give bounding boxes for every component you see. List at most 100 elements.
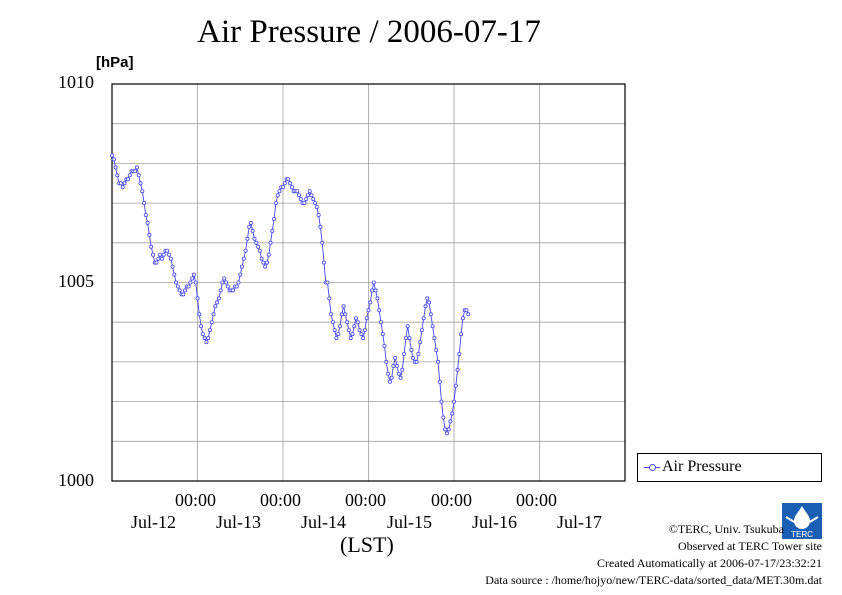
data-point [346, 328, 351, 333]
data-point [182, 288, 187, 293]
data-point [177, 288, 182, 293]
data-point [197, 312, 202, 317]
data-point [459, 332, 464, 337]
data-point [199, 324, 204, 329]
data-point [200, 332, 205, 337]
data-point [273, 201, 278, 206]
data-point [391, 363, 396, 368]
data-point [188, 280, 193, 285]
data-point [138, 181, 143, 186]
terc-logo-icon: TERC [782, 503, 822, 539]
data-point [216, 296, 221, 301]
data-point [204, 340, 209, 345]
data-point [345, 320, 350, 325]
data-point [386, 371, 391, 376]
data-point [336, 332, 341, 337]
data-point [378, 320, 383, 325]
data-point [140, 189, 145, 194]
data-point [446, 427, 451, 432]
data-point [410, 355, 415, 360]
x-tick-date: Jul-12 [131, 512, 176, 532]
logo-text: TERC [791, 530, 813, 539]
y-tick-label: 1000 [58, 470, 94, 490]
data-point [453, 383, 458, 388]
data-point [387, 379, 392, 384]
data-point [325, 280, 330, 285]
data-point [225, 284, 230, 289]
data-point [150, 252, 155, 257]
data-point [218, 288, 223, 293]
data-point [120, 185, 125, 190]
data-point [373, 288, 378, 293]
data-point [428, 312, 433, 317]
data-point [238, 272, 243, 277]
data-point [341, 304, 346, 309]
data-point [222, 276, 227, 281]
data-point [314, 205, 319, 210]
data-point [337, 324, 342, 329]
x-tick-date: Jul-14 [301, 512, 346, 532]
data-point [393, 355, 398, 360]
data-point [195, 296, 200, 301]
data-point [156, 256, 161, 261]
data-point [289, 185, 294, 190]
x-tick-date: Jul-15 [387, 512, 432, 532]
data-point [321, 260, 326, 265]
data-point [353, 316, 358, 321]
data-point [254, 240, 259, 245]
data-point [213, 304, 218, 309]
data-point [368, 300, 373, 305]
data-point [394, 363, 399, 368]
data-point [190, 276, 195, 281]
data-point [149, 244, 154, 249]
footer-observed: Observed at TERC Tower site [677, 539, 822, 553]
data-point [361, 336, 366, 341]
data-point [464, 308, 469, 313]
footer-source: Data source : /home/hojyo/new/TERC-data/… [485, 573, 822, 587]
data-point [145, 220, 150, 225]
data-point [316, 212, 321, 217]
data-point [202, 336, 207, 341]
data-point [111, 157, 116, 162]
data-point [305, 193, 310, 198]
data-point [248, 220, 253, 225]
data-point [275, 193, 280, 198]
data-point [409, 347, 414, 352]
data-point [405, 324, 410, 329]
data-point [370, 288, 375, 293]
data-point [403, 336, 408, 341]
x-tick-date: Jul-13 [216, 512, 261, 532]
data-point [348, 336, 353, 341]
data-point [215, 300, 220, 305]
legend-marker-swatch [649, 464, 656, 471]
data-point [377, 308, 382, 313]
footer-created: Created Automatically at 2006-07-17/23:3… [597, 556, 822, 570]
data-point [402, 351, 407, 356]
plot-frame [111, 83, 626, 482]
data-point [193, 280, 198, 285]
data-point [432, 336, 437, 341]
chart-title: Air Pressure / 2006-07-17 [197, 14, 541, 50]
data-point [364, 316, 369, 321]
data-point [302, 201, 307, 206]
data-point [350, 332, 355, 337]
data-point [421, 316, 426, 321]
data-point [443, 427, 448, 432]
data-point [134, 165, 139, 170]
data-point [223, 280, 228, 285]
data-point [143, 212, 148, 217]
data-point [234, 284, 239, 289]
data-point [270, 228, 275, 233]
x-tick-time: 00:00 [175, 490, 217, 510]
data-point [239, 264, 244, 269]
data-point [127, 173, 132, 178]
data-point [256, 244, 261, 249]
data-point [286, 177, 291, 182]
data-point [382, 343, 387, 348]
data-point [154, 260, 159, 265]
data-point [371, 280, 376, 285]
data-point [407, 336, 412, 341]
y-tick-label: 1005 [58, 271, 94, 291]
data-point [332, 328, 337, 333]
footer-copyright: ©TERC, Univ. Tsukuba [668, 522, 784, 536]
